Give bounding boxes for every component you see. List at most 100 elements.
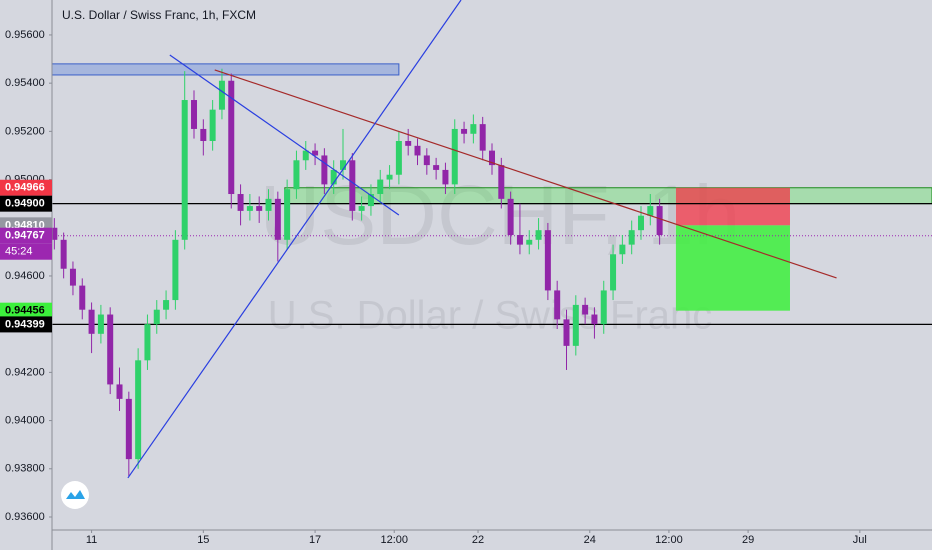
candle-body (52, 227, 58, 240)
logo[interactable] (61, 481, 89, 509)
candle-body (265, 198, 272, 211)
candle-body (479, 124, 486, 151)
candle-body (628, 230, 635, 245)
price-label: 0.94900 (5, 198, 45, 210)
candle-body (451, 128, 458, 185)
candle-body (321, 155, 328, 185)
candle-body (526, 239, 533, 245)
candle-body (172, 239, 179, 301)
x-tick-label: Jul (853, 534, 867, 546)
candle-body (395, 140, 402, 175)
candle-body (209, 109, 216, 141)
countdown-bg (0, 243, 52, 260)
y-tick-label: 0.95400 (5, 77, 45, 89)
y-tick-label: 0.93800 (5, 463, 45, 475)
candle-body (544, 230, 551, 291)
price-label: 0.94456 (5, 305, 45, 317)
candle-body (218, 80, 225, 110)
y-tick-label: 0.95600 (5, 29, 45, 41)
candle-body (60, 239, 67, 269)
price-label: 0.94966 (5, 182, 45, 194)
candle-body (330, 169, 337, 185)
candle-body (637, 215, 644, 231)
x-tick-label: 12:00 (655, 534, 683, 546)
candle-body (312, 150, 319, 156)
candle-body (237, 194, 244, 211)
candle-body (572, 304, 579, 346)
price-label-bg (0, 302, 52, 319)
candle-body (191, 100, 198, 129)
candle-body (153, 309, 160, 325)
y-tick-label: 0.94000 (5, 414, 45, 426)
candle-body (181, 100, 188, 240)
candle-body (433, 165, 440, 170)
x-tick-label: 15 (197, 534, 209, 546)
candle-body (246, 206, 253, 211)
candle-body (414, 145, 421, 156)
trendline (127, 0, 462, 479)
candle-body (377, 179, 384, 195)
candle-body (656, 206, 663, 235)
candle-body (591, 314, 598, 325)
price-label-bg (0, 179, 52, 196)
candle-body (405, 140, 412, 146)
y-tick-label: 0.95200 (5, 125, 45, 137)
candle-body (647, 206, 654, 216)
x-tick-label: 24 (584, 534, 596, 546)
candle-body (563, 319, 570, 346)
candle-body (423, 155, 430, 166)
chart-title[interactable]: U.S. Dollar / Swiss Franc, 1h, FXCM (62, 8, 256, 22)
x-tick-label: 29 (742, 534, 754, 546)
logo-icon[interactable] (66, 490, 85, 499)
candle-body (442, 169, 449, 185)
candle-body (470, 124, 477, 134)
watermark-name: U.S. Dollar / Swiss Franc (268, 294, 713, 338)
candle-body (498, 165, 505, 199)
candle-body (163, 300, 170, 310)
candle-body (516, 234, 523, 245)
candle-body (125, 398, 132, 460)
trendline (214, 69, 837, 279)
candle-body (349, 160, 356, 211)
trendline (169, 54, 400, 216)
candle-body (600, 290, 607, 325)
candle-body (69, 268, 76, 286)
candle-body (256, 206, 263, 211)
price-label-bg (0, 316, 52, 333)
candle-body (274, 198, 281, 240)
logo-circle[interactable] (61, 481, 89, 509)
candle-body (489, 150, 495, 166)
target-zone (675, 225, 790, 311)
price-label-bg (0, 195, 52, 212)
candle-body (302, 150, 309, 161)
candle-body (619, 244, 626, 255)
candle-body (144, 324, 151, 361)
y-tick-label: 0.94600 (5, 270, 45, 282)
candle-body (367, 194, 374, 207)
candle-body (358, 206, 365, 211)
candle-body (116, 384, 123, 399)
candle-body (610, 254, 617, 291)
y-tick-label: 0.93600 (5, 511, 45, 523)
candle-body (535, 230, 542, 240)
candle-body (582, 304, 589, 315)
candle-body (228, 80, 235, 195)
candle-body (507, 198, 514, 235)
price-label: 0.94767 (5, 230, 45, 242)
candle-body (293, 160, 300, 190)
candle-body (107, 314, 114, 385)
y-tick-label: 0.94200 (5, 366, 45, 378)
candle-body (461, 128, 468, 134)
candle-body (88, 309, 95, 334)
x-tick-label: 17 (309, 534, 321, 546)
stop-zone (675, 187, 790, 226)
x-tick-label: 11 (86, 534, 97, 546)
zone (52, 63, 400, 76)
candle-body (200, 128, 207, 141)
candle-body (386, 174, 393, 180)
candle-body (340, 160, 347, 170)
candle-body (554, 290, 561, 320)
price-label-bg (0, 227, 52, 244)
